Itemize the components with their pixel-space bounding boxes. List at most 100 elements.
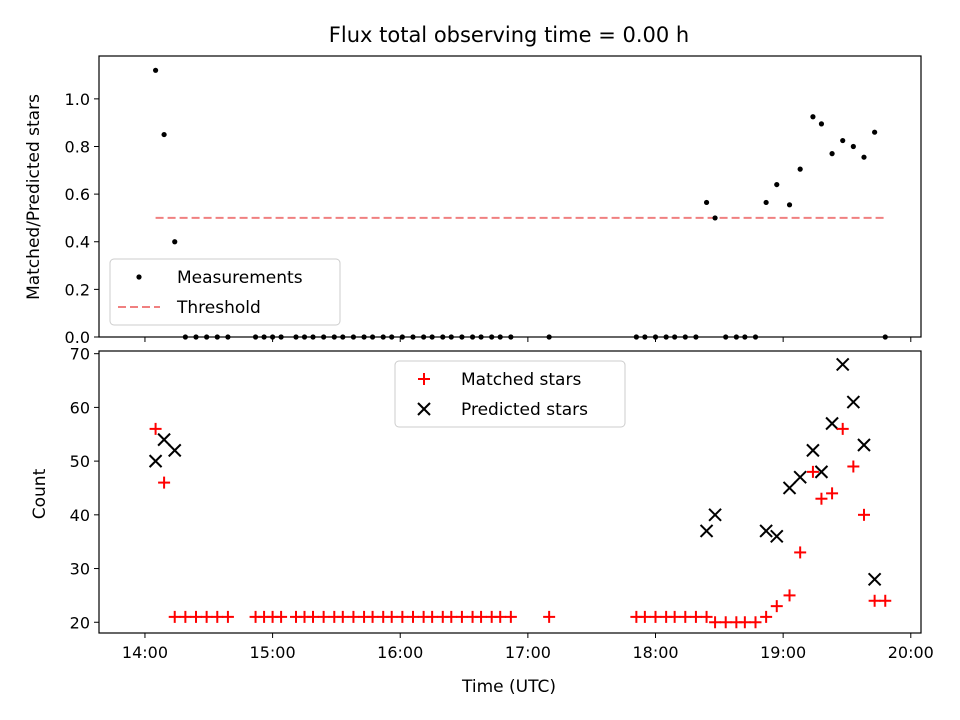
bottom-y-tick-label: 60: [70, 398, 90, 417]
matched-star-point: [679, 610, 692, 623]
measurement-point: [774, 181, 780, 188]
predicted-star-point: [793, 470, 807, 484]
bottom-legend-box: [394, 360, 626, 428]
bottom-x-tick-label: 16:00: [377, 643, 423, 662]
measurement-point: [840, 137, 846, 144]
measurement-point: [712, 215, 718, 221]
matched-star-point: [700, 610, 713, 623]
bottom-x-tick-label: 14:00: [122, 643, 168, 662]
matched-star-point: [475, 610, 488, 623]
predicted-star-point: [770, 529, 784, 544]
predicted-star-point: [699, 524, 714, 538]
matched-star-point: [317, 610, 330, 623]
bottom-x-tick-label: 20:00: [888, 643, 934, 662]
predicted-star-point: [148, 454, 163, 468]
matched-star-point: [455, 610, 468, 623]
predicted-star-point: [782, 481, 797, 495]
legend-label-matched-stars: Matched stars: [461, 370, 581, 390]
top-y-tick-label: 0.4: [65, 233, 90, 252]
matched-star-point: [190, 610, 203, 623]
predicted-star-point: [867, 572, 882, 586]
measurement-point: [850, 143, 856, 150]
legend-marker-measurements: [136, 274, 142, 280]
matched-star-point: [347, 610, 360, 623]
measurement-point: [861, 154, 867, 160]
bottom-x-tick-label: 15:00: [250, 643, 296, 662]
matched-star-point: [504, 610, 517, 623]
measurement-point: [810, 114, 816, 120]
bottom-y-tick-label: 50: [70, 452, 90, 471]
predicted-star-point: [157, 432, 171, 447]
matched-star-point: [638, 610, 651, 623]
matched-star-point: [826, 487, 839, 500]
matched-star-point: [770, 600, 783, 613]
matched-star-point: [406, 610, 419, 623]
x-axis-label: Time (UTC): [461, 677, 556, 697]
legend-marker-predicted-stars: [417, 402, 431, 416]
matched-star-point: [783, 589, 796, 602]
legend-label-predicted-stars: Predicted stars: [461, 400, 588, 420]
matched-star-point: [815, 492, 828, 505]
bottom-x-tick-label: 17:00: [505, 643, 551, 662]
matched-star-point: [158, 476, 171, 489]
legend-label-threshold: Threshold: [176, 298, 261, 318]
matched-star-point: [857, 508, 870, 521]
measurement-point: [818, 121, 825, 127]
matched-star-point: [221, 610, 234, 623]
matched-star-point: [336, 610, 349, 623]
matched-star-point: [709, 616, 722, 629]
measurement-point: [786, 202, 793, 208]
measurement-point: [797, 166, 803, 172]
predicted-star-point: [759, 524, 773, 538]
matched-star-point: [179, 610, 192, 623]
top-chart-title: Flux total observing time = 0.00 h: [329, 23, 689, 47]
predicted-star-point: [836, 357, 850, 372]
predicted-star-point: [825, 416, 839, 431]
matched-star-point: [806, 465, 819, 478]
matched-star-point: [689, 610, 702, 623]
matched-star-point: [396, 610, 409, 623]
top-legend-box: [109, 258, 341, 326]
top-axes-frame: [98, 55, 922, 338]
matched-star-point: [211, 610, 224, 623]
top-y-axis-label: Matched/Predicted stars: [24, 94, 44, 300]
predicted-star-point: [708, 508, 722, 522]
top-y-tick-label: 0.0: [65, 328, 90, 347]
predicted-star-point: [168, 443, 182, 458]
matched-star-point: [445, 610, 458, 623]
bottom-y-tick-label: 40: [70, 506, 90, 525]
top-y-tick-label: 0.8: [65, 137, 90, 156]
measurement-point: [829, 151, 835, 157]
predicted-star-point: [806, 443, 820, 458]
matched-star-point: [649, 610, 662, 623]
bottom-plot-area: 20 30 40 50 60 70 14:00 15:00 16:00 17:00 18:00 19:…: [70, 345, 934, 662]
matched-star-point: [426, 610, 439, 623]
predicted-star-point: [814, 465, 829, 479]
bottom-x-tick-label: 19:00: [760, 643, 806, 662]
measurement-point: [703, 199, 710, 206]
top-y-tick-label: 0.6: [65, 185, 90, 204]
legend-marker-matched-stars: [418, 373, 430, 385]
matched-star-point: [149, 422, 162, 435]
matched-star-point: [879, 594, 892, 607]
matched-star-point: [719, 616, 732, 629]
matched-star-point: [494, 610, 507, 623]
matched-star-point: [275, 610, 288, 623]
bottom-axes-frame: [98, 350, 922, 634]
matched-star-point: [847, 460, 860, 473]
legend-label-measurements: Measurements: [177, 268, 303, 288]
measurement-point: [172, 239, 178, 245]
matched-star-point: [168, 610, 181, 623]
matched-star-point: [738, 616, 751, 629]
top-plot-area: 0.0 0.2 0.4 0.6 0.8 1.0: [65, 55, 922, 347]
top-y-tick-label: 0.2: [65, 280, 90, 299]
matched-star-point: [668, 610, 681, 623]
measurement-point: [161, 131, 167, 138]
predicted-star-point: [857, 438, 871, 452]
matched-star-point: [760, 610, 773, 623]
bottom-y-tick-label: 30: [70, 560, 90, 579]
matched-star-point: [200, 610, 213, 623]
measurement-point: [763, 199, 769, 206]
top-legend: Measurements Threshold: [109, 258, 341, 326]
